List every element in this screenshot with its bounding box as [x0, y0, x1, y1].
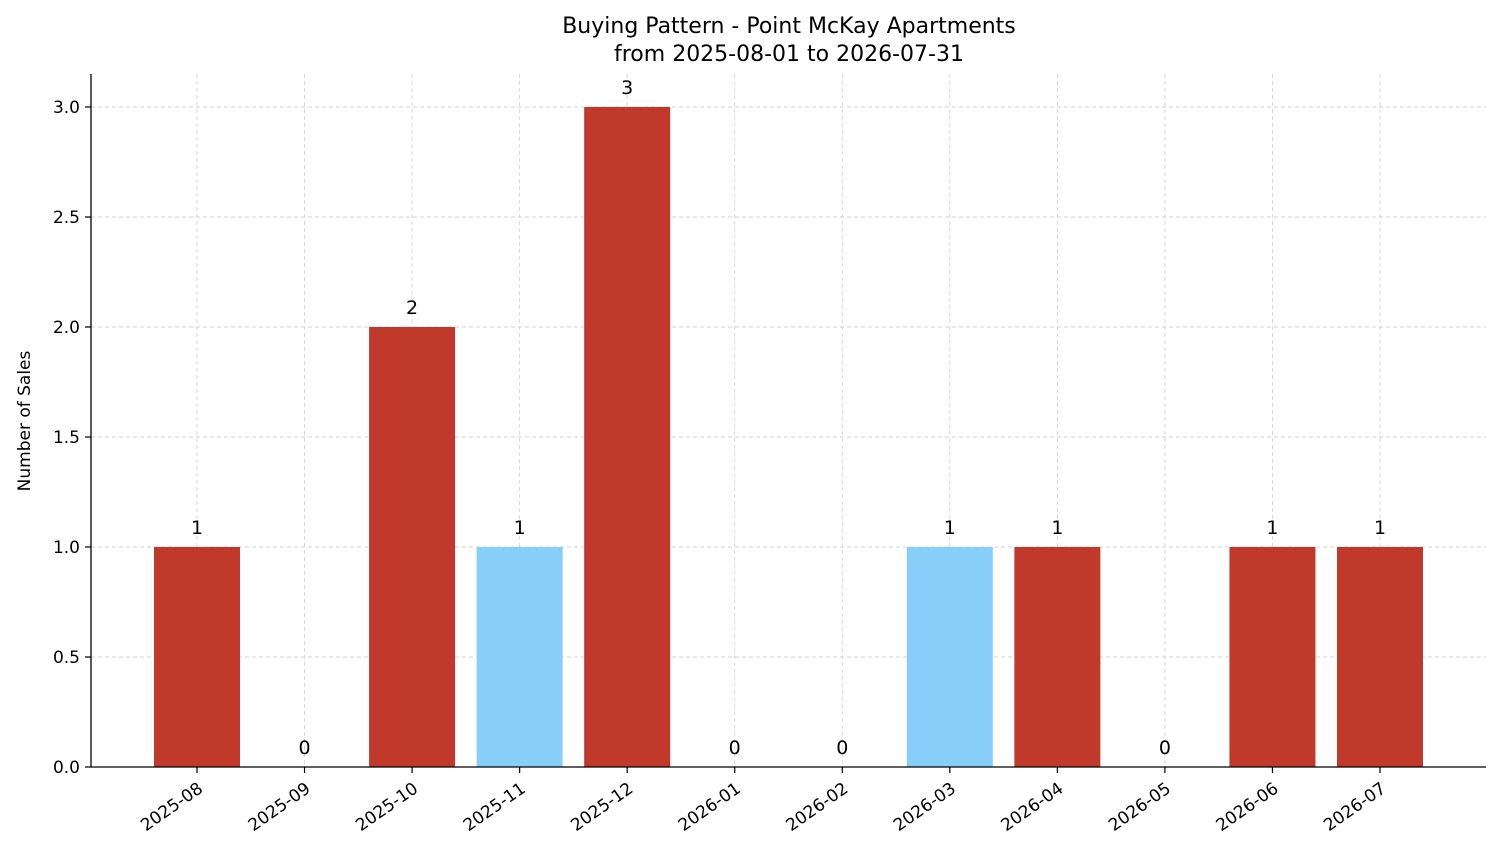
data-label: 1 — [944, 517, 956, 539]
x-tick-label: 2026-06 — [1213, 779, 1283, 836]
data-label: 1 — [1266, 517, 1278, 539]
x-tick-label: 2026-01 — [675, 779, 745, 836]
data-label: 0 — [729, 737, 741, 759]
bar-2026-03 — [906, 547, 993, 767]
x-tick-label: 2026-07 — [1320, 779, 1390, 836]
y-tick-label: 1.0 — [53, 538, 80, 558]
data-label: 1 — [514, 517, 526, 539]
y-tick-label: 0.0 — [53, 758, 80, 778]
data-label: 1 — [1051, 517, 1063, 539]
x-tick-label: 2026-03 — [890, 779, 960, 836]
data-label: 0 — [1159, 737, 1171, 759]
x-tick-label: 2026-05 — [1105, 779, 1175, 836]
tick-layer: 0.0 0.5 1.0 1.5 2.0 2.5 3.0 2025-08 2025-09 2025-… — [53, 98, 1390, 836]
axis-layer — [90, 74, 1486, 768]
bar-2026-06 — [1229, 547, 1316, 767]
chart-title: Buying Pattern - Point McKay Apartments — [562, 14, 1016, 39]
bar-2025-12 — [584, 107, 671, 767]
bar-2025-11 — [476, 547, 563, 767]
bar-2025-08 — [154, 547, 240, 767]
data-label: 1 — [191, 517, 203, 539]
bar-layer — [154, 107, 1423, 767]
y-tick-label: 3.0 — [53, 98, 80, 118]
x-tick-label: 2026-04 — [998, 779, 1068, 836]
data-label: 0 — [298, 737, 310, 759]
x-tick-label: 2025-09 — [245, 779, 315, 836]
x-tick-label: 2026-02 — [782, 779, 852, 836]
y-tick-label: 1.5 — [53, 428, 80, 448]
data-label-layer: 1 0 2 1 3 0 0 1 1 0 1 1 — [191, 77, 1386, 759]
chart-subtitle: from 2025-08-01 to 2026-07-31 — [614, 42, 964, 67]
y-tick-label: 0.5 — [53, 648, 80, 668]
x-tick-label: 2025-08 — [137, 779, 207, 836]
y-tick-label: 2.0 — [53, 318, 80, 338]
y-axis-label: Number of Sales — [15, 350, 35, 491]
bar-2026-07 — [1337, 547, 1423, 767]
bar-2026-04 — [1014, 547, 1101, 767]
data-label: 0 — [836, 737, 848, 759]
x-tick-label: 2025-12 — [567, 779, 637, 836]
x-tick-label: 2025-10 — [352, 779, 422, 836]
x-tick-label: 2025-11 — [460, 779, 530, 836]
data-label: 2 — [406, 297, 418, 319]
y-tick-label: 2.5 — [53, 208, 80, 228]
bar-2025-10 — [369, 327, 456, 767]
data-label: 1 — [1374, 517, 1386, 539]
data-label: 3 — [621, 77, 633, 99]
